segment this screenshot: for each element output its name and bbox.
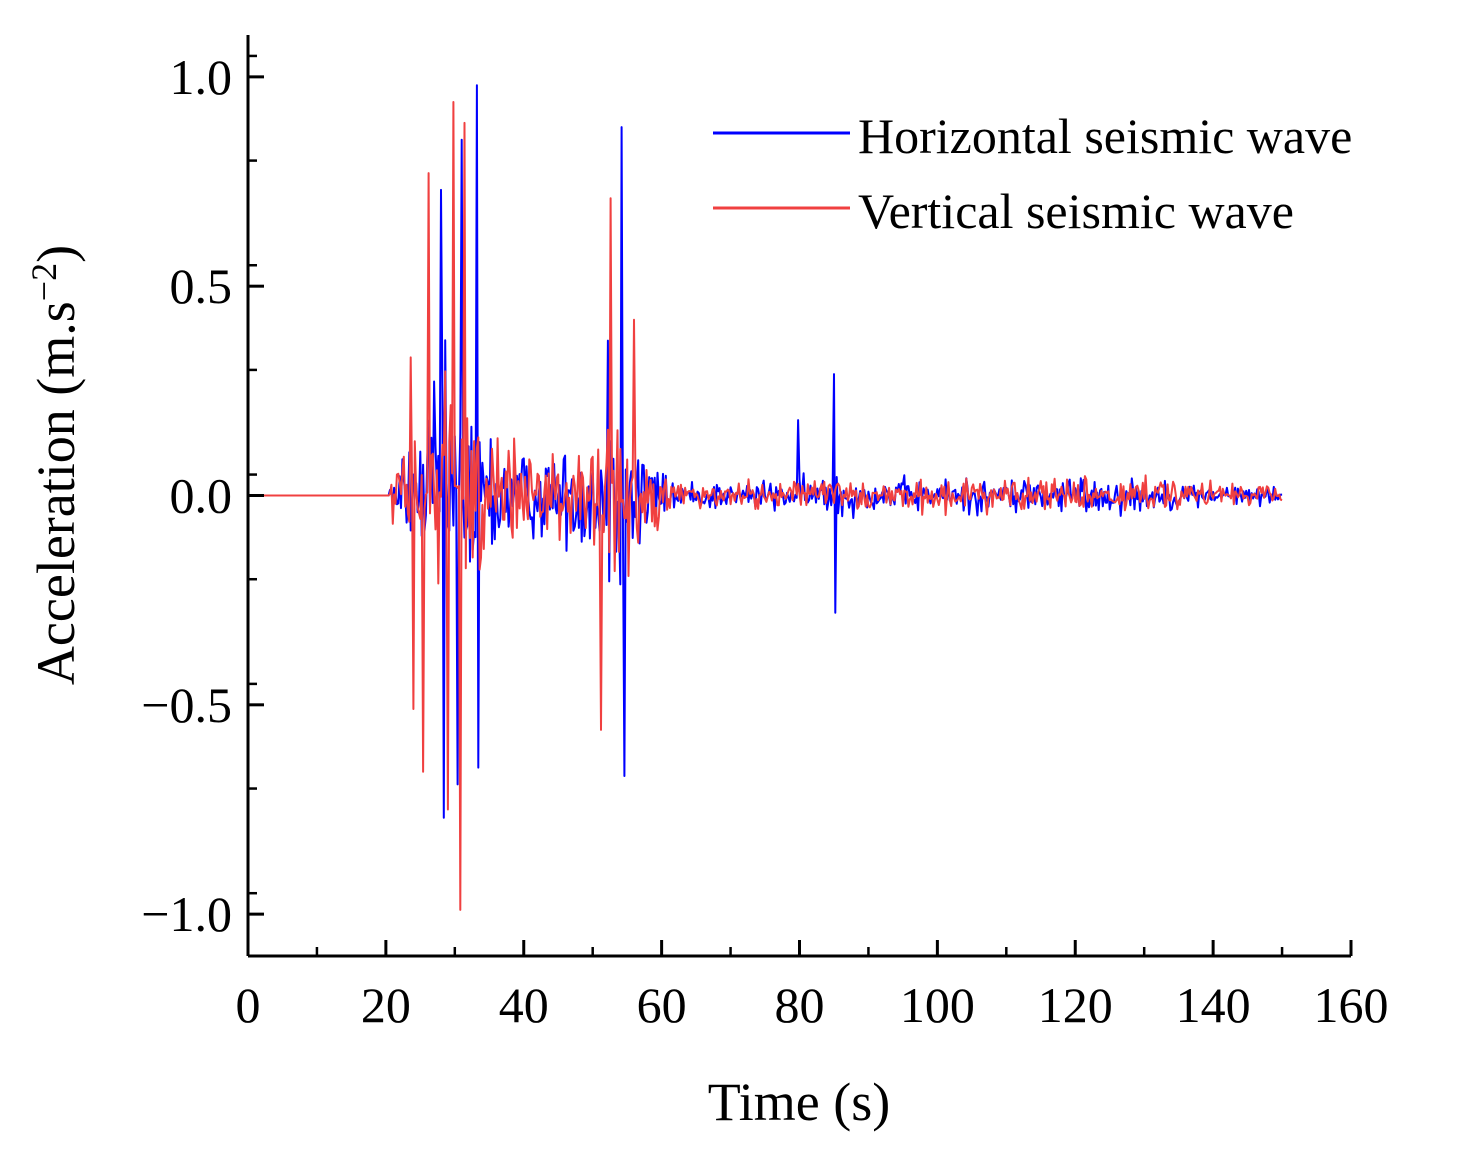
x-tick-label-100: 100: [900, 977, 975, 1033]
series-line-vertical: [248, 101, 1283, 911]
y-ticks: 1.0 0.5 0.0 −0.5 −1.0: [141, 49, 264, 942]
axes: 0 20 40 60 80 100 120 140 160 1.0 0.5 0.0 −0.5 −1.0: [141, 35, 1389, 1033]
legend-label-horizontal: Horizontal seismic wave: [858, 108, 1352, 164]
y-axis-title-main: Acceleration (m.s: [26, 301, 86, 685]
legend: Horizontal seismic wave Vertical seismic…: [713, 108, 1352, 239]
plot-area: [248, 84, 1283, 911]
x-ticks: 0 20 40 60 80 100 120 140 160: [236, 940, 1389, 1033]
y-tick-label-2: 0.0: [170, 468, 233, 524]
x-tick-label-60: 60: [637, 977, 687, 1033]
x-axis-title: Time (s): [708, 1072, 891, 1132]
x-tick-label-20: 20: [361, 977, 411, 1033]
x-tick-label-160: 160: [1314, 977, 1389, 1033]
legend-item-horizontal: Horizontal seismic wave: [713, 108, 1352, 164]
y-axis-title-exponent: −2: [24, 263, 64, 301]
legend-item-vertical: Vertical seismic wave: [713, 183, 1294, 239]
x-tick-label-120: 120: [1038, 977, 1113, 1033]
y-axis-title-close: ): [26, 245, 86, 263]
y-tick-label-1: 0.5: [170, 258, 233, 314]
y-tick-label-3: −0.5: [141, 677, 232, 733]
y-tick-label-0: 1.0: [170, 49, 233, 105]
x-tick-label-80: 80: [775, 977, 825, 1033]
series-line-horizontal: [248, 84, 1283, 819]
x-tick-label-40: 40: [499, 977, 549, 1033]
y-axis-title: Acceleration (m.s−2): [24, 245, 86, 685]
y-tick-label-4: −1.0: [141, 886, 232, 942]
series-layer: [248, 84, 1283, 911]
x-tick-label-0: 0: [236, 977, 261, 1033]
x-tick-label-140: 140: [1176, 977, 1251, 1033]
legend-label-vertical: Vertical seismic wave: [858, 183, 1294, 239]
